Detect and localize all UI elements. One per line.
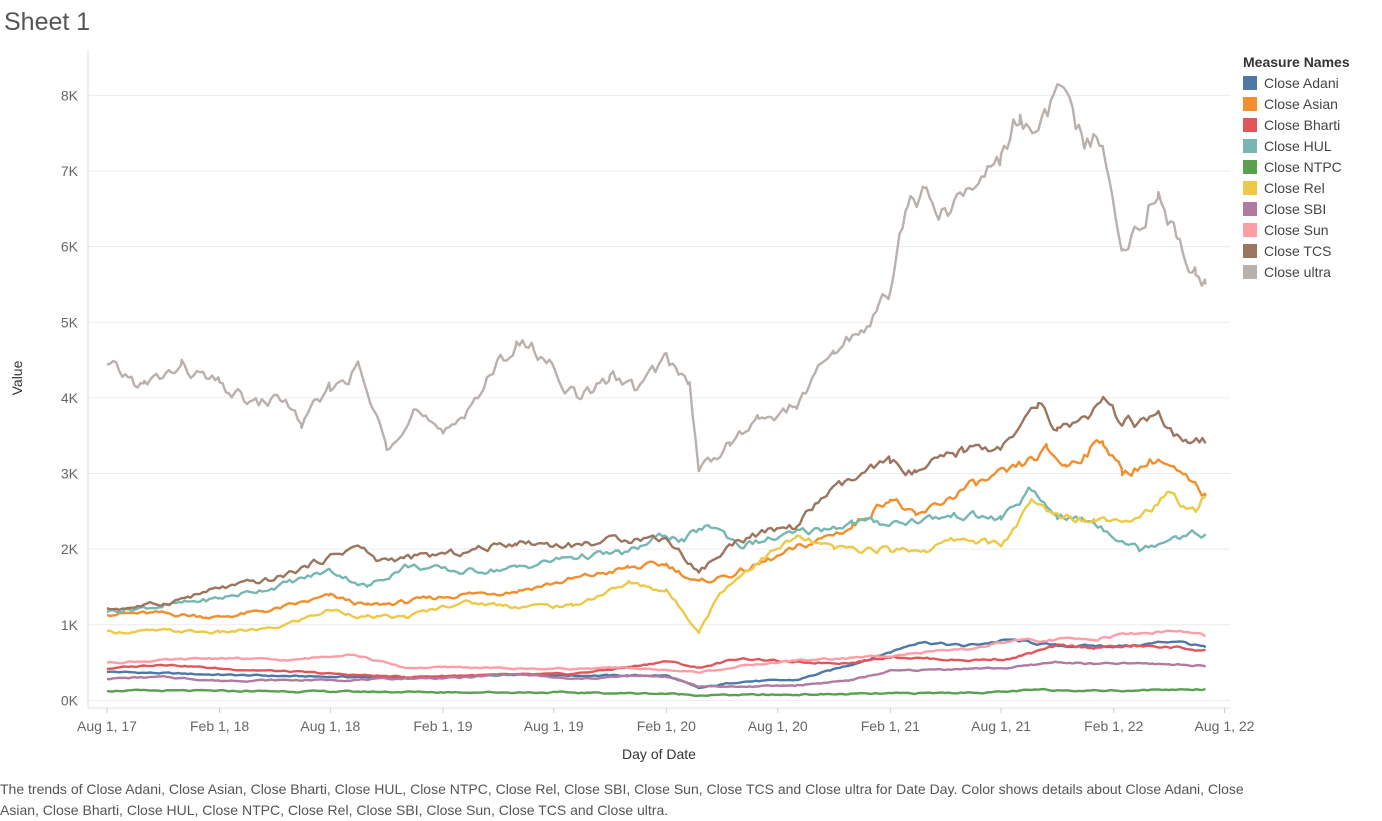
series-line-close-tcs[interactable] <box>106 395 1207 612</box>
legend-item[interactable]: Close HUL <box>1243 135 1350 156</box>
series-line-close-asian[interactable] <box>106 439 1207 620</box>
gridlines <box>88 94 1230 701</box>
legend-swatch <box>1243 180 1257 195</box>
legend-swatch <box>1243 201 1257 216</box>
legend-label: Close Sun <box>1264 221 1329 238</box>
series-line-close-rel[interactable] <box>106 490 1207 635</box>
legend: Measure Names Close Adani Close Asian Clos… <box>1243 54 1350 282</box>
legend-swatch <box>1243 96 1257 111</box>
x-tick-label: Aug 1, 17 <box>77 718 137 734</box>
legend-swatch <box>1243 159 1257 174</box>
y-tick-label: 3K <box>61 466 79 482</box>
x-tick-label: Feb 1, 19 <box>413 718 472 734</box>
legend-item[interactable]: Close NTPC <box>1243 156 1350 177</box>
legend-swatch <box>1243 222 1257 237</box>
chart-caption: The trends of Close Adani, Close Asian, … <box>0 781 1244 818</box>
x-tick-label: Aug 1, 21 <box>971 718 1031 734</box>
legend-swatch <box>1243 117 1257 132</box>
legend-label: Close NTPC <box>1264 158 1342 175</box>
legend-item[interactable]: Close Adani <box>1243 72 1350 93</box>
legend-item[interactable]: Close Asian <box>1243 93 1350 114</box>
series-line-close-hul[interactable] <box>106 486 1207 614</box>
x-axis-title: Day of Date <box>622 746 696 762</box>
x-tick-label: Aug 1, 20 <box>748 718 808 734</box>
axes: 0K 1K 2K 3K 4K 5K 6K 7K 8K Aug 1, 17 Feb 1, 18 Aug … <box>61 50 1255 734</box>
legend-label: Close HUL <box>1264 137 1332 154</box>
series-line-close-ultra[interactable] <box>106 83 1207 473</box>
x-tick-label: Feb 1, 18 <box>190 718 249 734</box>
y-tick-label: 8K <box>61 87 79 103</box>
legend-label: Close Bharti <box>1264 116 1341 133</box>
x-tick-label: Feb 1, 20 <box>637 718 696 734</box>
legend-item[interactable]: Close SBI <box>1243 198 1350 219</box>
legend-label: Close ultra <box>1264 263 1331 280</box>
legend-swatch <box>1243 138 1257 153</box>
legend-items: Close Adani Close Asian Close Bharti Close … <box>1243 72 1350 282</box>
legend-title: Measure Names <box>1243 54 1350 70</box>
legend-item[interactable]: Close Rel <box>1243 177 1350 198</box>
y-tick-label: 4K <box>61 390 79 406</box>
series-line-close-sun[interactable] <box>106 629 1206 675</box>
y-tick-label: 7K <box>61 163 79 179</box>
legend-item[interactable]: Close Bharti <box>1243 114 1350 135</box>
y-axis-title: Value <box>9 360 25 395</box>
legend-item[interactable]: Close ultra <box>1243 261 1350 282</box>
legend-label: Close Rel <box>1264 179 1325 196</box>
sheet-title: Sheet 1 <box>4 8 91 36</box>
x-tick-label: Feb 1, 22 <box>1084 718 1143 734</box>
legend-swatch <box>1243 75 1257 90</box>
y-tick-label: 6K <box>61 239 79 255</box>
legend-label: Close Asian <box>1264 95 1338 112</box>
x-tick-label: Feb 1, 21 <box>861 718 920 734</box>
legend-swatch <box>1243 264 1257 279</box>
y-tick-label: 1K <box>61 617 79 633</box>
series-line-close-ntpc[interactable] <box>106 687 1206 698</box>
legend-item[interactable]: Close Sun <box>1243 219 1350 240</box>
series-lines <box>106 83 1207 698</box>
legend-label: Close TCS <box>1264 242 1332 259</box>
legend-label: Close SBI <box>1264 200 1327 217</box>
legend-label: Close Adani <box>1264 74 1339 91</box>
y-tick-label: 5K <box>61 314 79 330</box>
y-tick-label: 0K <box>61 692 79 708</box>
series-line-close-bharti[interactable] <box>106 643 1206 679</box>
y-tick-label: 2K <box>61 541 79 557</box>
x-tick-label: Aug 1, 22 <box>1195 718 1255 734</box>
legend-item[interactable]: Close TCS <box>1243 240 1350 261</box>
x-tick-label: Aug 1, 18 <box>300 718 360 734</box>
x-tick-label: Aug 1, 19 <box>524 718 584 734</box>
series-line-close-sbi[interactable] <box>106 660 1207 689</box>
legend-swatch <box>1243 243 1257 258</box>
